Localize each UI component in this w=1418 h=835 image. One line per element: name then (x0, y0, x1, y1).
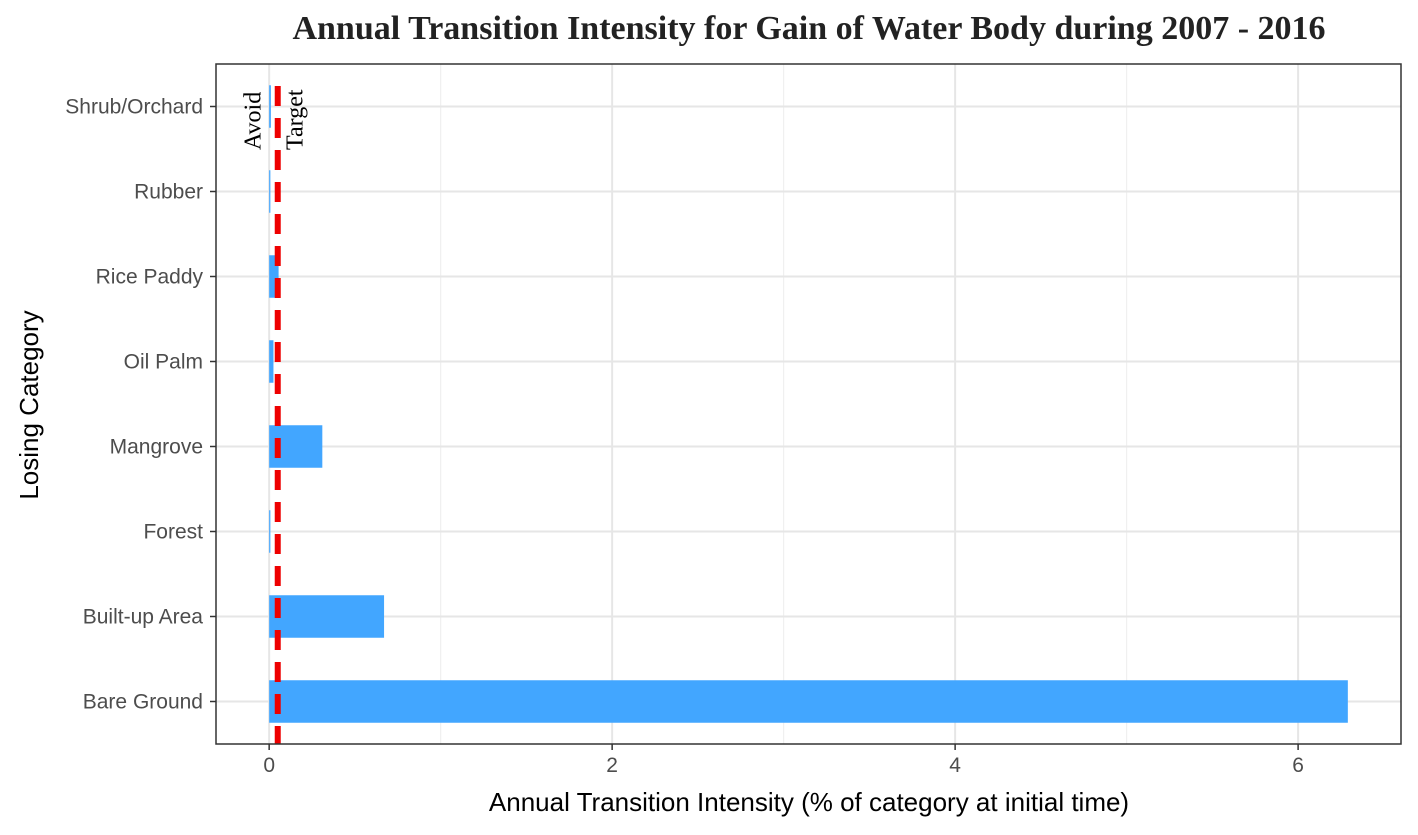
bar (269, 170, 271, 213)
bar (269, 595, 385, 638)
y-tick-label: Bare Ground (83, 691, 203, 714)
bar (269, 680, 1348, 723)
y-tick-label: Oil Palm (124, 351, 203, 374)
plot-background (216, 64, 1401, 744)
annotation-target: Target (283, 89, 309, 150)
x-axis-title: Annual Transition Intensity (% of catego… (489, 787, 1129, 817)
y-axis-title: Losing Category (14, 310, 44, 499)
x-tick-label: 4 (949, 754, 961, 777)
x-tick-label: 2 (606, 754, 618, 777)
y-tick-label: Rubber (134, 181, 203, 204)
plot-panel: Avoid Target 0 2 4 6 Bare Ground Built-up Area F… (65, 63, 1402, 777)
y-tick-label: Built-up Area (83, 606, 204, 629)
chart-title: Annual Transition Intensity for Gain of … (292, 10, 1325, 47)
bar (269, 255, 279, 298)
annotation-avoid: Avoid (241, 92, 267, 150)
plot-border (215, 63, 1402, 745)
y-tick-label: Rice Paddy (96, 266, 204, 289)
y-tick-label: Mangrove (110, 436, 203, 459)
bar (269, 85, 271, 128)
bar (269, 510, 271, 553)
x-tick-label: 0 (263, 754, 275, 777)
x-tick-label: 6 (1292, 754, 1304, 777)
bar (269, 340, 274, 383)
y-tick-label: Forest (143, 521, 203, 544)
y-tick-label: Shrub/Orchard (65, 96, 203, 119)
